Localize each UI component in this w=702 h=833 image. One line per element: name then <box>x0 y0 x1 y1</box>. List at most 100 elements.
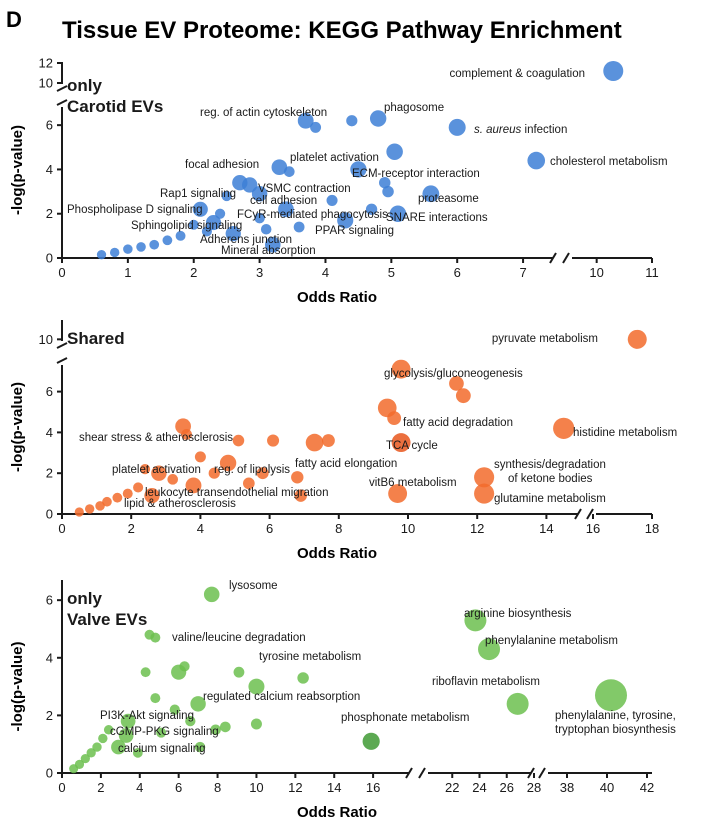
data-point <box>74 759 85 769</box>
data-point <box>205 214 222 231</box>
data-point <box>326 194 338 206</box>
x-tick-label: 28 <box>527 780 541 795</box>
point-label: focal adhesion <box>185 159 259 171</box>
data-point <box>162 235 173 246</box>
y-tick-label: 6 <box>46 118 53 133</box>
x-break-mark <box>538 767 546 779</box>
point-label: vitB6 metabolism <box>369 477 457 489</box>
x-tick-label: 4 <box>197 521 204 536</box>
point-label: reg. of lipolysis <box>214 464 290 476</box>
data-point <box>362 732 380 750</box>
point-label: glycolysis/gluconeogenesis <box>384 368 523 380</box>
data-point <box>293 221 305 233</box>
y-tick-label: 4 <box>46 162 53 177</box>
point-label: synthesis/degradation of ketone bodies <box>494 459 606 485</box>
data-point <box>132 747 143 758</box>
x-tick-label: 2 <box>97 780 104 795</box>
point-label: calcium signaling <box>118 743 206 755</box>
data-point <box>208 467 220 479</box>
point-label: tyrosine metabolism <box>259 651 361 663</box>
data-point <box>214 208 226 219</box>
data-point <box>242 477 255 490</box>
data-point <box>297 672 309 684</box>
data-point <box>122 488 133 499</box>
x-tick-label: 5 <box>388 265 395 280</box>
data-point <box>203 586 220 603</box>
point-label: cholesterol metabolism <box>550 156 668 168</box>
data-point <box>271 159 288 176</box>
data-point <box>96 250 107 260</box>
data-point <box>260 223 272 235</box>
data-point <box>455 388 471 404</box>
data-point <box>305 433 324 452</box>
data-point <box>310 121 322 133</box>
x-tick-label: 0 <box>58 521 65 536</box>
data-point <box>264 236 281 253</box>
data-point <box>294 489 307 502</box>
data-point <box>151 465 167 481</box>
data-point <box>86 748 96 758</box>
point-label: riboflavin metabolism <box>432 676 540 688</box>
data-point <box>278 201 294 218</box>
data-point <box>474 467 495 488</box>
data-point <box>102 496 112 507</box>
point-label: phenylalanine, tyrosine, tryptophan biosy… <box>555 710 676 736</box>
y-axis-title: -log(p-value) <box>9 642 26 732</box>
y-break-mark <box>56 342 68 349</box>
y-tick-label: 0 <box>46 507 53 522</box>
point-label: leukocyte transendothelial migration <box>145 487 328 499</box>
point-label: platelet activation <box>290 152 379 164</box>
data-point <box>387 411 402 426</box>
data-point <box>595 679 627 712</box>
data-point <box>185 715 196 727</box>
x-tick-label: 2 <box>190 265 197 280</box>
point-label: phagosome <box>384 102 444 114</box>
data-point <box>350 161 367 178</box>
x-tick-label: 14 <box>327 780 341 795</box>
y-tick-label: 2 <box>46 206 53 221</box>
panel-shared: 0 2 4 6 8 10 12 14 16 18 0 2 4 6 10 Odds Ratio -log(p-va… <box>9 320 677 562</box>
data-point <box>118 728 134 743</box>
x-tick-label: 1 <box>124 265 131 280</box>
data-point <box>267 434 280 447</box>
data-point <box>389 205 407 222</box>
data-point <box>379 176 391 189</box>
data-point <box>156 727 167 738</box>
data-point <box>167 474 179 485</box>
data-point <box>474 483 495 504</box>
point-label: Mineral absorption <box>221 245 316 257</box>
data-point <box>139 464 151 475</box>
point-label: SNARE interactions <box>386 212 488 224</box>
data-point <box>120 713 136 729</box>
x-tick-label: 8 <box>214 780 221 795</box>
x-tick-label: 18 <box>645 521 659 536</box>
x-tick-label: 10 <box>589 265 603 280</box>
x-tick-label: 42 <box>640 780 654 795</box>
group-title: only <box>67 589 102 608</box>
data-point <box>149 239 160 250</box>
point-label: pyruvate metabolism <box>492 333 598 345</box>
y-tick-label: 6 <box>46 384 53 399</box>
group-title: Carotid EVs <box>67 97 163 116</box>
point-label: histidine metabolism <box>573 427 677 439</box>
data-point <box>449 376 464 391</box>
point-label: Sphingolipid signaling <box>131 220 242 232</box>
point-label: glutamine metabolism <box>494 493 606 505</box>
x-tick-label: 16 <box>366 780 380 795</box>
data-point <box>194 451 206 463</box>
point-label: TCA cycle <box>386 440 438 452</box>
data-point <box>150 693 161 704</box>
data-point <box>242 177 258 193</box>
data-point <box>527 151 546 170</box>
data-point <box>627 329 647 349</box>
point-label: fatty acid elongation <box>295 458 397 470</box>
x-tick-label: 10 <box>249 780 263 795</box>
x-tick-label: 24 <box>472 780 486 795</box>
point-label: ECM-receptor interaction <box>352 168 480 180</box>
data-point <box>346 115 358 127</box>
y-tick-label: 12 <box>39 56 53 71</box>
data-point <box>175 230 186 241</box>
x-axis-title: Odds Ratio <box>297 545 377 562</box>
